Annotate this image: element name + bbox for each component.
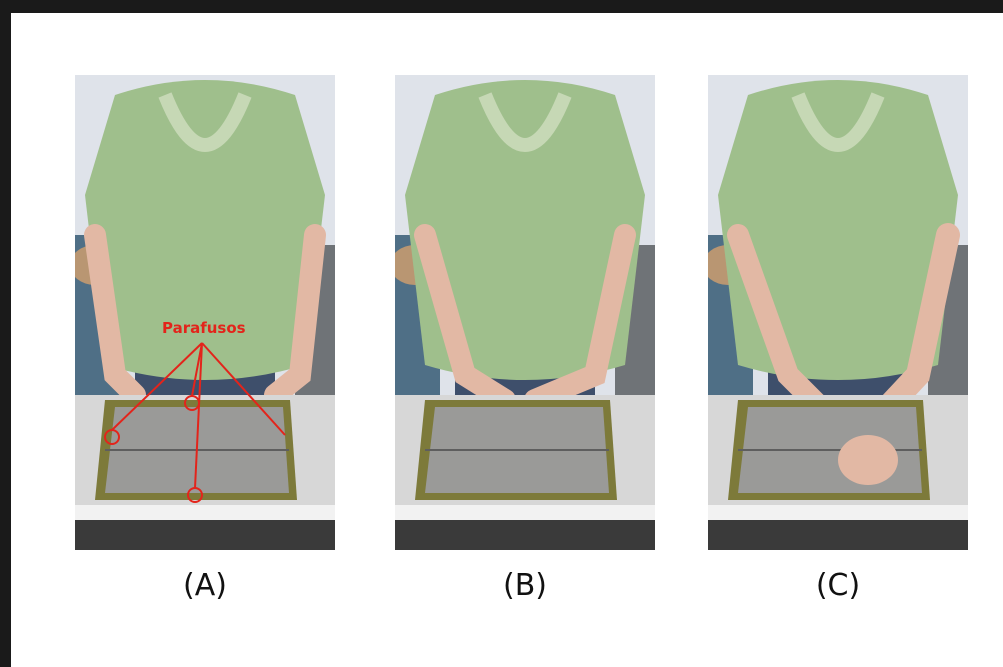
caption-a: (A) <box>183 568 227 603</box>
photo-b-image <box>395 75 655 550</box>
photo-panel-a: Parafusos <box>75 75 335 550</box>
caption-b: (B) <box>503 568 547 603</box>
photo-panel-b <box>395 75 655 550</box>
caption-c: (C) <box>815 568 861 603</box>
photo-panel-c <box>708 75 968 550</box>
annotation-label: Parafusos <box>162 319 246 337</box>
frame-left-border <box>0 0 11 667</box>
frame-top-border <box>0 0 1003 13</box>
photo-a-image: Parafusos <box>75 75 335 550</box>
photo-c-image <box>708 75 968 550</box>
